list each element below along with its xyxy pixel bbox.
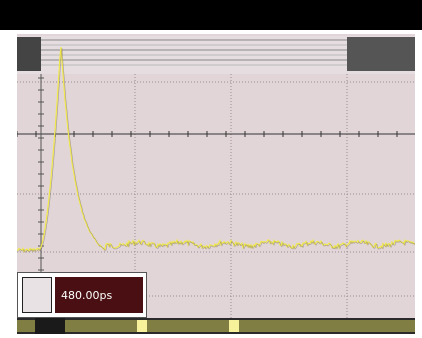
bottom-left-marker (35, 318, 65, 334)
readout-swatch (22, 277, 52, 313)
readout-value: 480.00ps (55, 277, 143, 313)
top-toolbar-strip (0, 0, 422, 30)
top-stripes (41, 39, 347, 66)
bottom-status-band (17, 318, 415, 334)
waveform-plot (17, 36, 415, 334)
top-right-marker-block (347, 37, 415, 71)
measurement-readout[interactable]: 480.00ps (17, 272, 147, 318)
bottom-marker-2 (229, 320, 239, 332)
bottom-marker-1 (137, 320, 147, 332)
top-left-marker-block (17, 37, 41, 71)
top-status-band (17, 36, 415, 74)
waveform-shadow (17, 48, 415, 253)
waveform-trace (17, 47, 415, 253)
